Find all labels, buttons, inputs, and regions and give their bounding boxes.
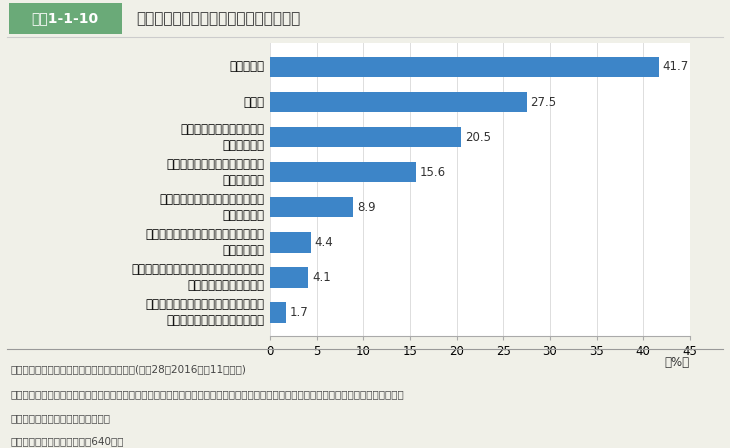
Text: 注：「１日の全ての食事を一人で食べる」頻度について、「週に１日程度ある」、「週に２～３日ある」、「週に４～５日ある」、「ほと: 注：「１日の全ての食事を一人で食べる」頻度について、「週に１日程度ある」、「週に…	[11, 389, 404, 399]
Text: んど毎日」と答えた人が対象: んど毎日」と答えた人が対象	[11, 414, 111, 423]
Text: 1.7: 1.7	[290, 306, 309, 319]
Bar	[270, 127, 461, 147]
Text: 4.1: 4.1	[312, 271, 331, 284]
Text: （%）: （%）	[665, 357, 690, 370]
Text: 図表1-1-10: 図表1-1-10	[32, 11, 99, 26]
Text: 8.9: 8.9	[357, 201, 375, 214]
Text: 41.7: 41.7	[663, 60, 689, 73]
Bar	[270, 197, 353, 217]
Text: 27.5: 27.5	[530, 95, 556, 108]
Bar	[270, 92, 526, 112]
Text: 複数回答（該当者数：640人）: 複数回答（該当者数：640人）	[11, 436, 124, 446]
FancyBboxPatch shape	[9, 3, 122, 34]
Bar	[270, 302, 286, 323]
Text: 一人で食事を食べることについての意識: 一人で食事を食べることについての意識	[137, 11, 301, 26]
Bar	[270, 232, 311, 253]
Bar	[270, 162, 415, 182]
Bar	[270, 57, 659, 77]
Text: 資料：農林水産省「食育に関する意識調査」(平成28（2016）年11月実施): 資料：農林水産省「食育に関する意識調査」(平成28（2016）年11月実施)	[11, 364, 247, 374]
Text: 15.6: 15.6	[419, 166, 445, 179]
Text: 20.5: 20.5	[465, 131, 491, 144]
Text: 4.4: 4.4	[315, 236, 334, 249]
Bar	[270, 267, 308, 288]
